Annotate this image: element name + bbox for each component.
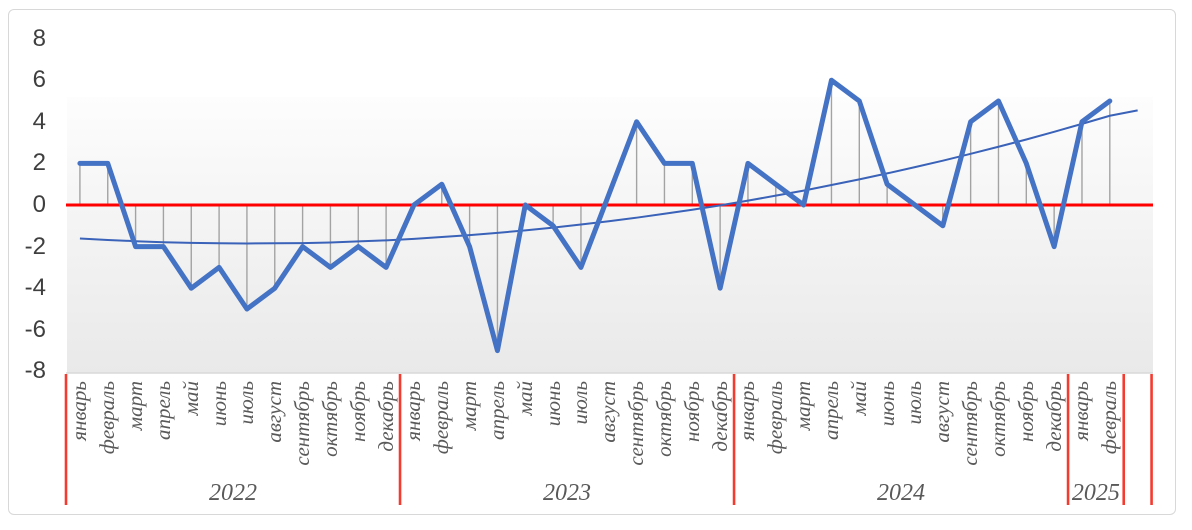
month-label: июнь [206,381,231,427]
month-label: март [791,381,816,431]
month-label: февраль [1097,381,1122,455]
month-label: июнь [540,381,565,427]
y-axis-tick-label: 6 [32,66,46,94]
month-label: октябрь [651,381,676,457]
plot-background [67,97,1153,373]
month-label: декабрь [707,381,732,452]
month-label: январь [1069,381,1094,441]
year-label: 2024 [877,480,926,506]
month-label: январь [401,381,426,441]
y-axis-tick-label: -8 [24,357,46,385]
month-label: март [457,381,482,431]
y-axis-tick-label: 8 [32,24,46,52]
month-label: ноябрь [1013,381,1038,443]
month-label: август [930,381,955,443]
month-label: октябрь [985,381,1010,457]
month-label: сентябрь [290,381,315,466]
month-label: октябрь [317,381,342,457]
month-label: ноябрь [345,381,370,443]
month-label: январь [735,381,760,441]
month-label: февраль [429,381,454,455]
month-label: апрель [484,381,509,441]
month-label: сентябрь [958,381,983,466]
year-label: 2022 [209,480,257,506]
month-label: май [512,381,537,416]
month-label: февраль [763,381,788,455]
month-label: июль [234,381,259,425]
month-label: ноябрь [679,381,704,443]
month-label: август [262,381,287,443]
month-label: июнь [874,381,899,427]
month-label: декабрь [1041,381,1066,452]
month-label: сентябрь [624,381,649,466]
month-label: декабрь [373,381,398,452]
y-axis-tick-label: 0 [32,191,46,218]
year-label: 2025 [1071,480,1120,506]
year-label: 2023 [543,480,592,506]
month-label: июль [568,381,593,425]
y-axis-tick-label: 2 [32,149,46,177]
month-label: май [846,381,871,416]
month-label: март [123,381,148,431]
data-line [77,77,1113,354]
month-label: июль [902,381,927,425]
month-label: январь [67,381,92,441]
month-label: апрель [150,381,175,441]
month-label: август [596,381,621,443]
month-label: апрель [818,381,843,441]
y-axis-tick-label: -2 [24,232,46,260]
y-axis-tick-label: 4 [32,107,46,135]
month-label: февраль [95,381,120,455]
y-axis-tick-label: -4 [24,274,46,302]
y-axis-tick-label: -6 [24,315,46,343]
month-label: май [178,381,203,416]
